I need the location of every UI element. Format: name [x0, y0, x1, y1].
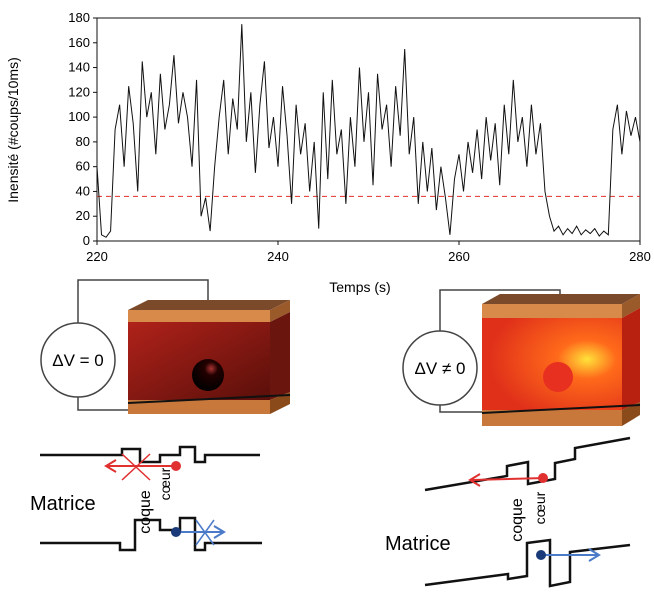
band-diagram-right: [424, 436, 631, 588]
device-left: ΔV = 0: [40, 279, 291, 414]
matrix-label: Matrice: [385, 533, 451, 555]
matrix-label: Matrice: [30, 493, 96, 515]
y-tick-label: 20: [76, 208, 90, 223]
core-label: cœur: [532, 491, 548, 524]
x-tick-label: 260: [448, 249, 470, 264]
x-axis-label: Temps (s): [329, 279, 390, 295]
y-tick-label: 160: [68, 35, 90, 50]
intensity-trace: [96, 24, 641, 238]
chart: Inensité (#coups/10ms) Temps (s) 0 20 40 60…: [5, 10, 651, 295]
y-tick-label: 80: [76, 134, 90, 149]
voltage-label: ΔV ≠ 0: [415, 359, 466, 378]
y-tick-label: 40: [76, 183, 90, 198]
y-axis-label: Inensité (#coups/10ms): [5, 57, 21, 203]
band-diagram-left: [40, 445, 262, 552]
x-tick-label: 240: [267, 249, 289, 264]
voltage-label: ΔV = 0: [52, 351, 104, 370]
y-tick-label: 100: [68, 109, 90, 124]
shell-label: coque: [137, 490, 154, 534]
shell-label: coque: [509, 498, 526, 542]
y-tick-label: 180: [68, 10, 90, 25]
y-tick-label: 60: [76, 159, 90, 174]
y-tick-label: 140: [68, 60, 90, 75]
y-tick-label: 120: [68, 84, 90, 99]
core-label: cœur: [157, 467, 173, 500]
y-tick-label: 0: [83, 233, 90, 248]
x-tick-label: 220: [86, 249, 108, 264]
x-tick-label: 280: [629, 249, 651, 264]
plot-frame: [96, 17, 641, 242]
device-right: ΔV ≠ 0: [402, 289, 641, 426]
